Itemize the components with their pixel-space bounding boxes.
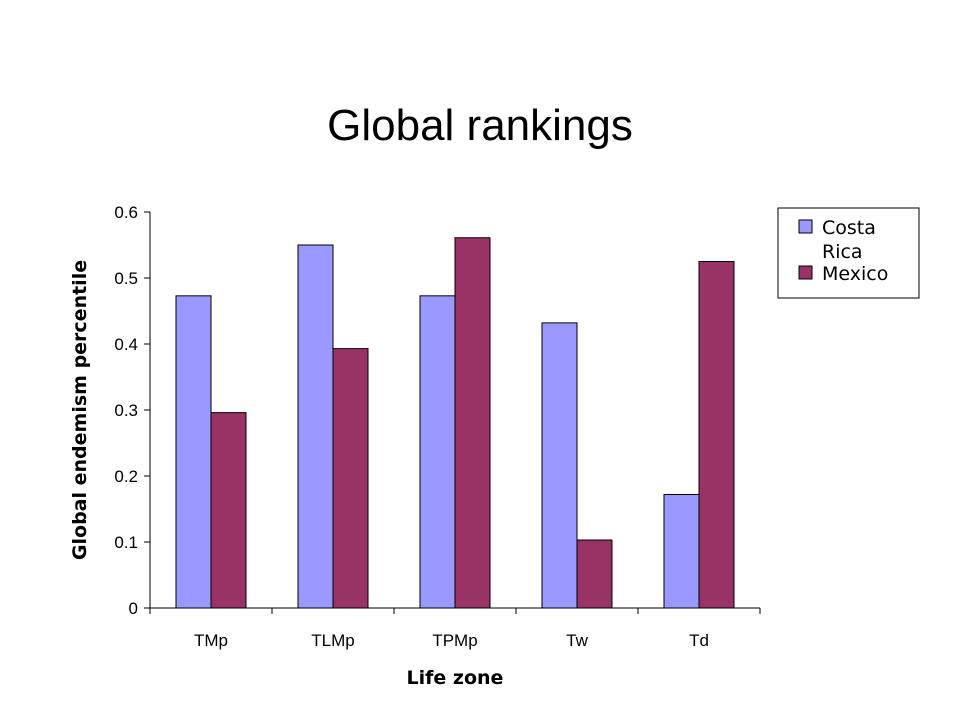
bars-group [175, 237, 735, 609]
y-tick-label: 0 [129, 599, 138, 618]
y-axis-title: Global endemism percentile [69, 260, 91, 560]
legend-swatch-costa-rica [798, 219, 813, 234]
x-tick-label: TMp [194, 631, 228, 650]
legend-swatch-mexico [798, 265, 813, 280]
legend-label: Costa [822, 217, 876, 239]
bar-costa-rica-tlmp [297, 244, 334, 609]
bar-mexico-tlmp [332, 348, 369, 609]
x-axis-title: Life zone [407, 667, 504, 689]
x-tick-label: TLMp [311, 631, 354, 650]
y-tick-label: 0.5 [114, 269, 138, 288]
y-tick-label: 0.1 [114, 533, 138, 552]
x-tick-label: Tw [566, 631, 588, 650]
y-tick-label: 0.3 [114, 401, 138, 420]
bar-mexico-tw [576, 539, 613, 609]
bar-mexico-tpmp [454, 237, 491, 609]
bar-mexico-td [698, 261, 735, 609]
bar-mexico-tmp [210, 412, 247, 609]
legend-label: Rica [822, 241, 863, 263]
legend-label: Mexico [822, 263, 888, 285]
bar-costa-rica-tpmp [419, 295, 456, 609]
y-tick-label: 0.6 [114, 203, 138, 222]
y-tick-label: 0.2 [114, 467, 138, 486]
slide-title: Global rankings [327, 101, 633, 150]
y-tick-label: 0.4 [114, 335, 138, 354]
x-ticks-group: TMp TLMp TPMp Tw Td [149, 608, 761, 650]
x-tick-label: TPMp [432, 631, 477, 650]
bar-costa-rica-tw [541, 322, 578, 609]
bar-costa-rica-tmp [175, 295, 212, 609]
bar-costa-rica-td [663, 493, 700, 609]
y-ticks-group: 0 0.1 0.2 0.3 0.4 0.5 0.6 [114, 203, 150, 618]
x-tick-label: Td [689, 631, 709, 650]
